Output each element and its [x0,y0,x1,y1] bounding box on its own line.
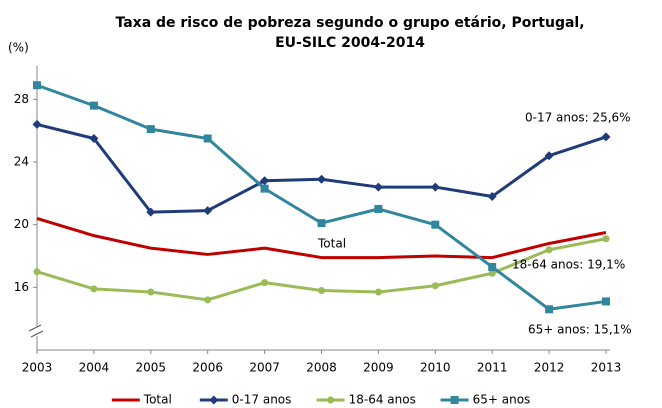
marker [260,184,269,193]
marker [89,134,99,143]
marker [89,101,98,110]
x-tick-label: 2005 [136,361,167,375]
marker [488,269,496,277]
marker [317,219,326,228]
marker [32,119,42,129]
marker [431,220,440,229]
marker [203,206,213,216]
x-tick-label: 2009 [363,361,394,375]
annotation: Total [317,237,346,251]
y-tick-label: 20 [14,217,29,231]
legend-label: 65+ anos [473,393,531,407]
marker [431,282,439,290]
y-tick-label: 24 [14,155,29,169]
x-tick-label: 2013 [591,361,622,375]
legend-marker [327,396,335,404]
x-tick-label: 2003 [22,361,53,375]
marker [601,132,611,142]
legend-label: Total [143,393,172,407]
x-tick-label: 2008 [306,361,337,375]
series-line [36,122,607,214]
x-tick-label: 2006 [192,361,223,375]
marker [318,286,325,294]
legend-label: 18-64 anos [349,393,416,407]
marker [545,305,554,314]
annotation: 18-64 anos: 19,1% [512,258,625,272]
marker [260,176,270,186]
legend-marker [450,396,459,404]
x-tick-label: 2004 [79,361,110,375]
marker [147,288,155,296]
marker [373,182,383,192]
marker [602,297,610,306]
annotation: 65+ anos: 15,1% [528,323,632,337]
legend-label: 0-17 anos [232,393,292,407]
marker [203,134,212,143]
annotation: 0-17 anos: 25,6% [525,111,631,125]
series-line [36,83,607,311]
marker [146,207,156,217]
marker [33,81,41,90]
marker [545,246,553,254]
marker [317,174,326,184]
marker [261,279,269,287]
marker [90,285,98,293]
x-tick-label: 2010 [420,361,451,375]
x-tick-label: 2007 [249,361,280,375]
marker [430,182,440,192]
marker [487,191,497,201]
axis-break [28,324,45,338]
marker [33,268,41,276]
marker [374,288,382,296]
marker [204,296,212,304]
chart-title: EU-SILC 2004-2014 [275,35,425,51]
chart-title: Taxa de risco de pobreza segundo o grupo… [115,15,584,31]
marker [602,235,610,243]
x-tick-label: 2012 [534,361,565,375]
legend-marker [209,395,219,405]
y-axis-label: (%) [8,41,29,55]
marker [374,205,383,213]
marker [544,151,554,161]
marker [146,125,155,134]
marker [488,262,497,271]
x-tick-label: 2011 [477,361,508,375]
y-tick-label: 16 [14,280,29,294]
y-tick-label: 28 [14,92,29,106]
series-line [36,216,607,260]
